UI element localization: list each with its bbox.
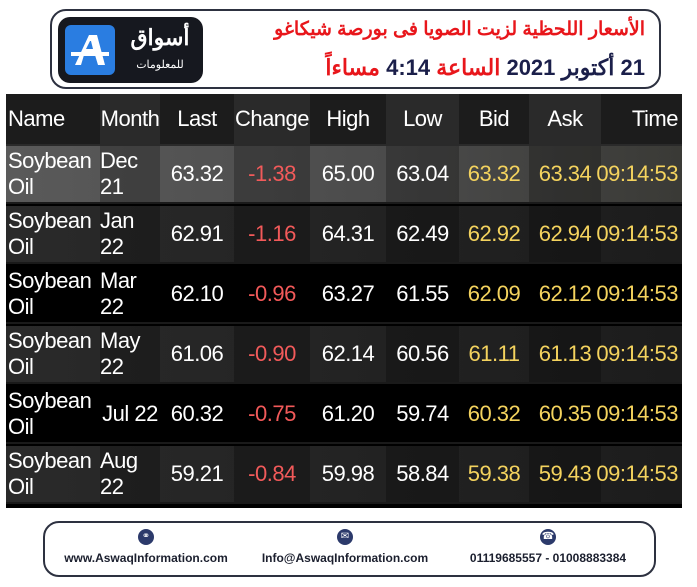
date-time-line: 21 أكتوبر 2021 الساعة 4:14 مساءاً [205,53,645,83]
cell-ask: 60.35 [529,386,601,442]
column-header-last: Last [177,106,217,131]
cell-time: 09:14:53 [596,281,678,306]
table-row: Soybean Oil Aug 22 59.21 -0.84 59.98 58.… [6,446,682,504]
table-row: Soybean Oil Jul 22 60.32 -0.75 61.20 59.… [6,386,682,444]
cell-low: 59.74 [386,386,459,442]
cell-bid: 60.32 [467,401,521,426]
cell-low: 58.84 [386,446,459,502]
cell-bid: 63.32 [467,161,521,186]
email-link[interactable]: Info@AswaqInformation.com [261,551,429,565]
date-year: 2021 [506,55,556,80]
cell-bid: 62.09 [467,281,521,306]
phone-numbers[interactable]: 01119685557 - 01008883384 [469,551,627,565]
globe-icon: ⚭ [138,529,154,545]
logo-wordmark: أسواق [130,25,190,50]
aswaq-logo-icon [65,25,115,75]
cell-last: 59.21 [170,461,224,486]
cell-time: 09:14:53 [596,401,678,426]
cell-high: 63.27 [321,281,375,306]
cell-change: -0.84 [234,446,310,502]
header-banner: أسواق للمعلومات الأسعار اللحظية لزيت الص… [50,9,661,89]
cell-high: 61.20 [321,401,375,426]
column-header-time: Time [631,106,679,131]
time-suffix: مساءاً [325,55,380,80]
table-row: Soybean Oil Mar 22 62.10 -0.96 63.27 61.… [6,266,682,324]
cell-name: Soybean Oil [8,268,92,319]
phone-icon: ☎ [540,529,556,545]
cell-high: 59.98 [321,461,375,486]
cell-name: Soybean Oil [8,448,92,499]
website-link[interactable]: www.AswaqInformation.com [64,551,228,565]
column-header-name: Name [8,106,65,131]
cell-change: -0.96 [234,266,310,322]
cell-time: 09:14:53 [596,161,678,186]
footer-contact-bar: ⚭ www.AswaqInformation.com ✉ Info@AswaqI… [43,521,656,577]
cell-month: Jul 22 [100,386,160,442]
column-header-bid: Bid [478,106,510,131]
cell-time: 09:14:53 [596,341,678,366]
footer-website: ⚭ www.AswaqInformation.com [51,529,241,567]
column-header-ask: Ask [529,94,601,144]
date-day: 21 [620,55,645,80]
cell-last: 63.32 [170,161,224,186]
column-header-low: Low [386,94,459,144]
cell-ask: 59.43 [529,446,601,502]
cell-change: -0.75 [234,386,310,442]
cell-name: Soybean Oil [8,328,92,379]
footer-phone: ☎ 01119685557 - 01008883384 [445,529,651,567]
cell-low: 61.55 [386,266,459,322]
cell-month: May 22 [100,326,160,382]
cell-last: 62.10 [170,281,224,306]
cell-bid: 62.92 [467,221,521,246]
column-header-change: Change [234,94,310,144]
cell-month: Jan 22 [100,206,160,262]
time-value: 4:14 [386,55,431,80]
page-title: الأسعار اللحظية لزيت الصويا فى بورصة شيك… [274,19,645,40]
cell-name: Soybean Oil [8,148,92,199]
column-header-high: High [326,106,370,131]
cell-time: 09:14:53 [596,461,678,486]
cell-name: Soybean Oil [8,208,92,259]
cell-ask: 62.12 [529,266,601,322]
table-row: Soybean Oil May 22 61.06 -0.90 62.14 60.… [6,326,682,384]
table-row: Soybean Oil Jan 22 62.91 -1.16 64.31 62.… [6,206,682,264]
cell-high: 62.14 [321,341,375,366]
cell-ask: 62.94 [529,206,601,262]
cell-change: -1.16 [234,206,310,262]
cell-bid: 61.11 [468,341,520,366]
time-label: الساعة [436,55,501,80]
cell-month: Aug 22 [100,446,160,502]
mail-icon: ✉ [337,529,353,545]
cell-ask: 63.34 [529,146,601,202]
cell-name: Soybean Oil [8,388,92,439]
cell-last: 62.91 [170,221,224,246]
date-month: أكتوبر [561,55,615,80]
cell-low: 60.56 [386,326,459,382]
footer-email: ✉ Info@AswaqInformation.com [255,529,435,567]
cell-month: Mar 22 [100,266,160,322]
cell-ask: 61.13 [529,326,601,382]
cell-low: 62.49 [386,206,459,262]
cell-month: Dec 21 [100,146,160,202]
table-row: Soybean Oil Dec 21 63.32 -1.38 65.00 63.… [6,146,682,204]
cell-change: -1.38 [234,146,310,202]
cell-last: 60.32 [170,401,224,426]
column-header-month: Month [100,94,160,144]
table-header-row: Name Month Last Change High Low Bid Ask … [6,94,682,146]
cell-high: 64.31 [321,221,375,246]
cell-bid: 59.38 [467,461,521,486]
cell-time: 09:14:53 [596,221,678,246]
cell-change: -0.90 [234,326,310,382]
cell-high: 65.00 [321,161,375,186]
price-table: Name Month Last Change High Low Bid Ask … [6,94,682,508]
logo-subtitle: للمعلومات [136,59,184,71]
cell-last: 61.06 [170,341,224,366]
cell-low: 63.04 [386,146,459,202]
aswaq-logo: أسواق للمعلومات [58,17,203,83]
